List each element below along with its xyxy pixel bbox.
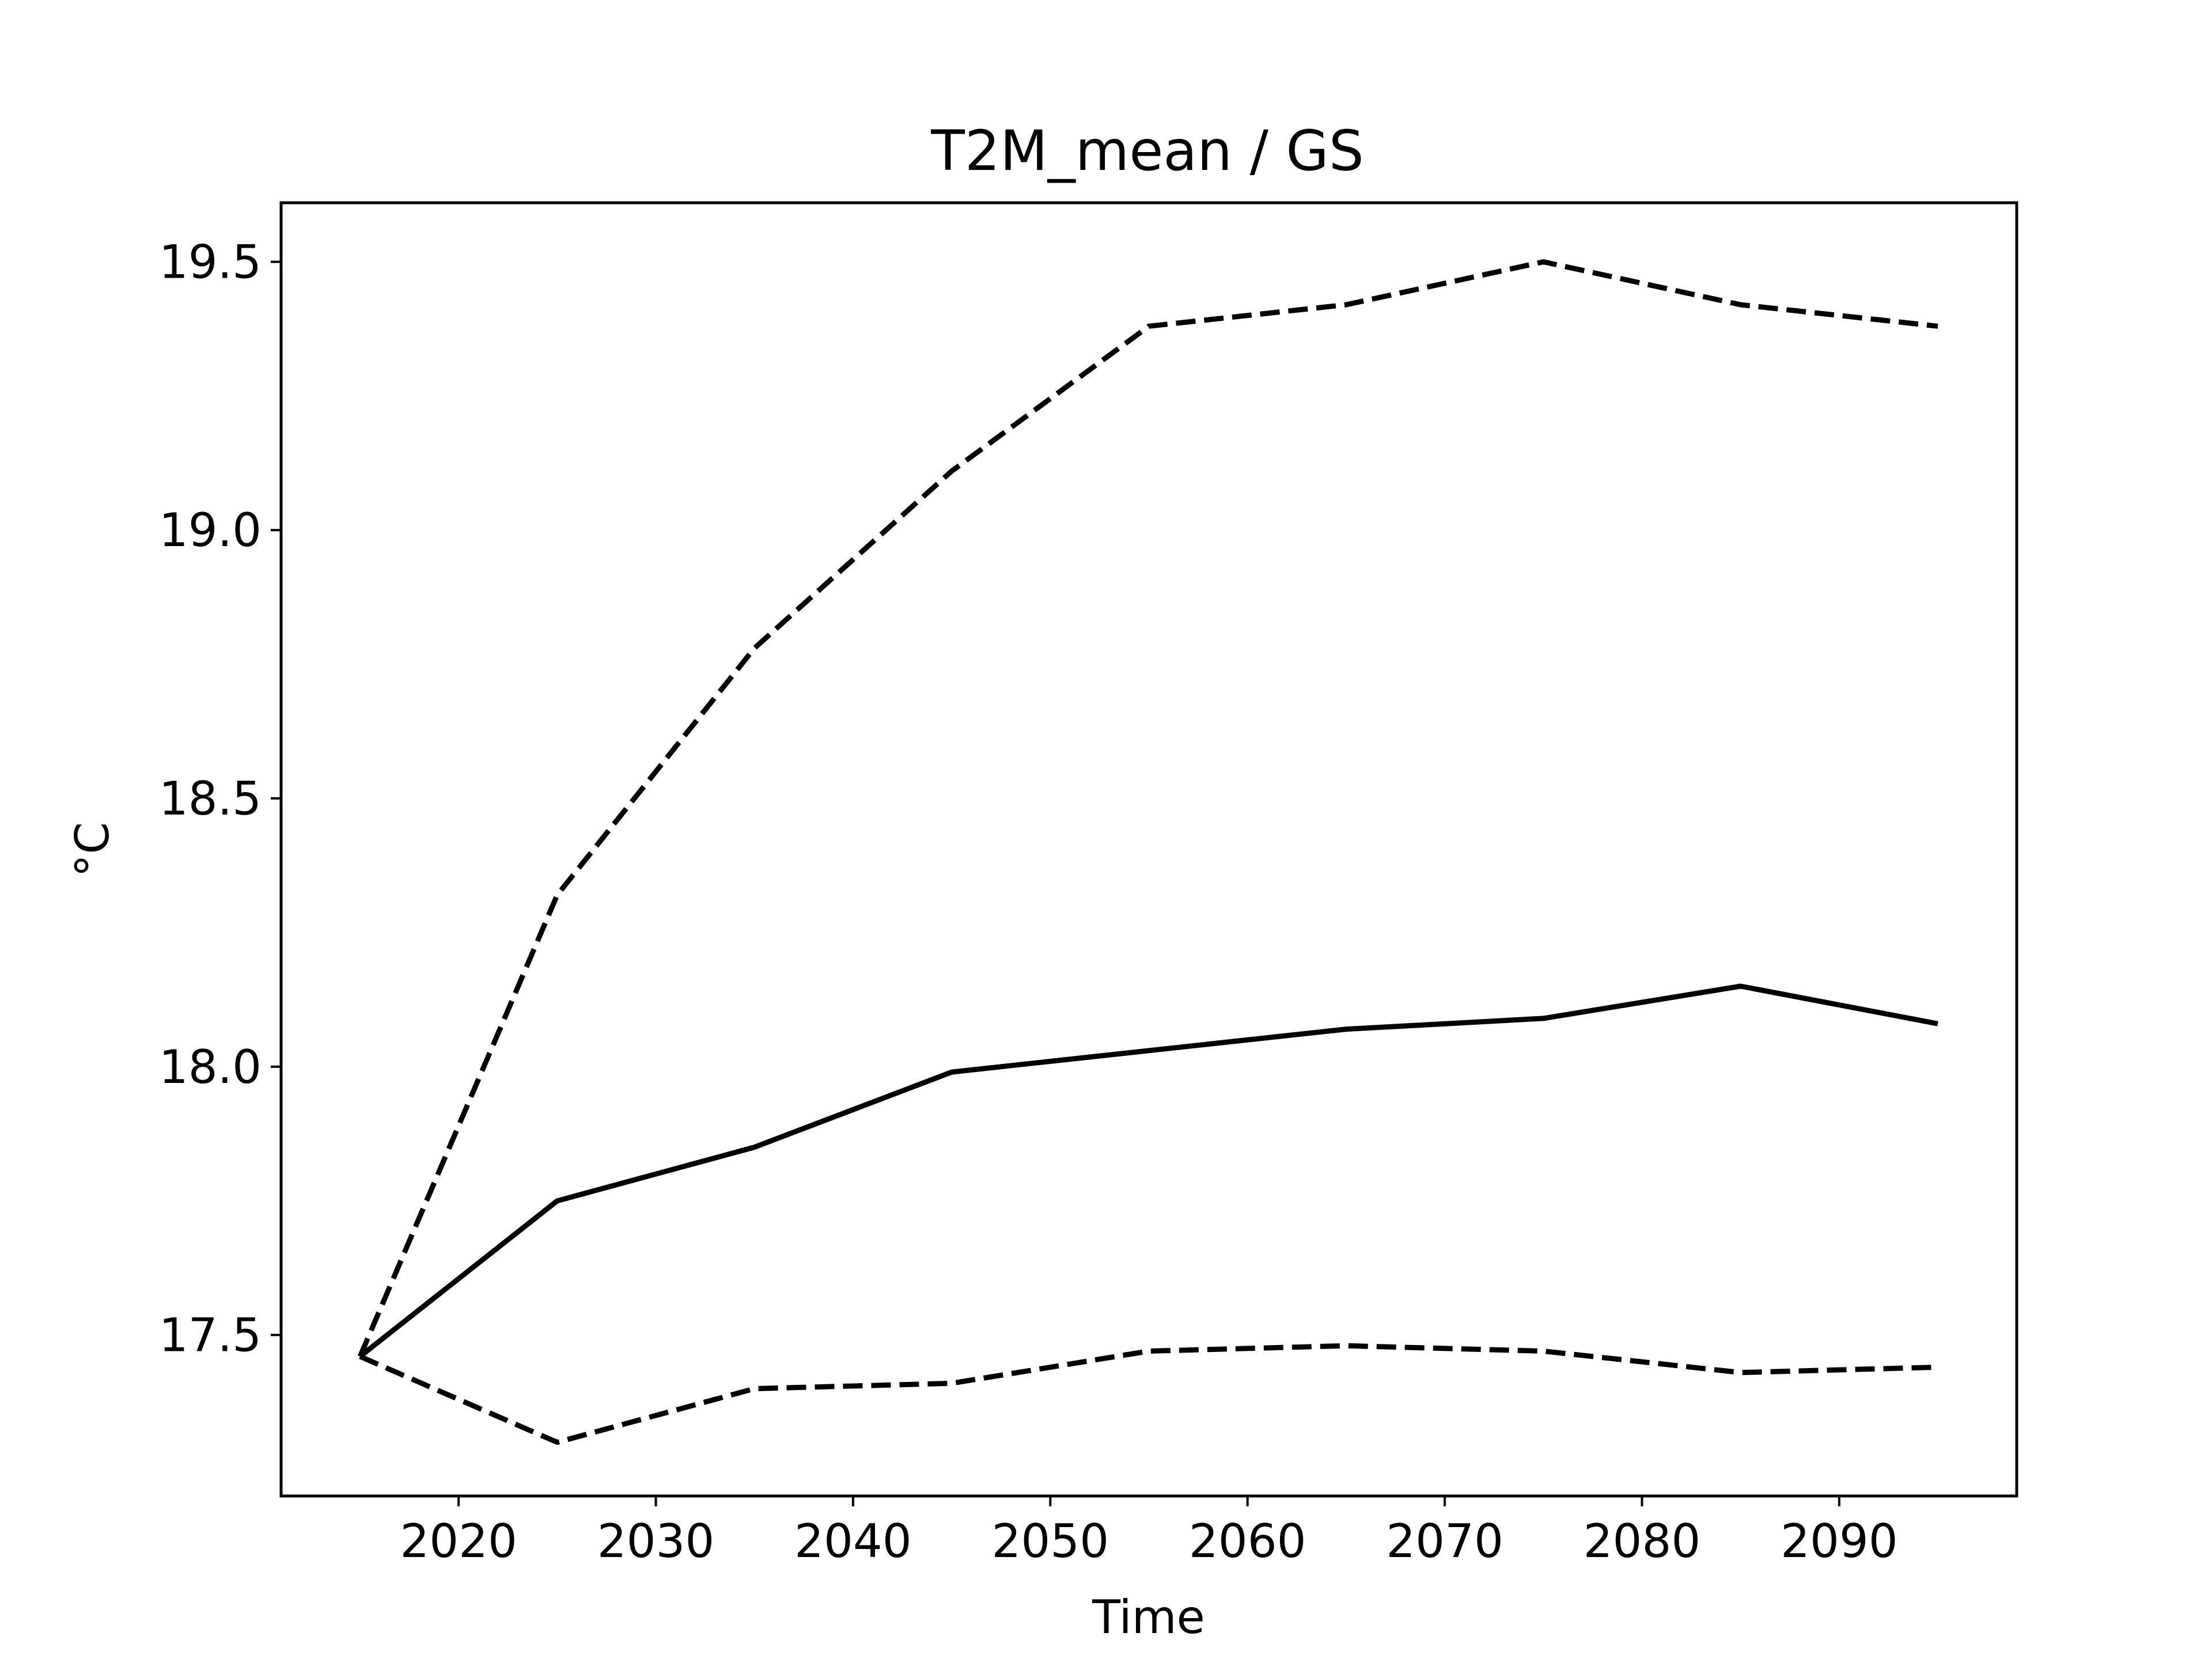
x-tick-label: 2040	[794, 1514, 912, 1568]
y-tick-label: 19.0	[159, 503, 262, 557]
x-tick-label: 2050	[992, 1514, 1109, 1568]
series-line-1	[358, 983, 1938, 1359]
y-tick-label: 18.0	[159, 1040, 262, 1094]
chart-title: T2M_mean / GS	[930, 119, 1364, 183]
plot-frame	[279, 201, 2018, 1498]
x-tick-label: 2020	[400, 1514, 517, 1568]
x-axis: 2020 2030 2040 2050 2060 2070 2080 2090	[400, 1496, 1898, 1568]
x-tick-label: 2070	[1386, 1514, 1503, 1568]
series-line-3	[359, 1343, 1938, 1445]
x-tick-label: 2090	[1781, 1514, 1898, 1568]
x-axis-label: Time	[1092, 1590, 1205, 1644]
series-layer	[357, 259, 1938, 1445]
y-axis: 17.5 18.0 18.5 19.0 19.5	[159, 235, 281, 1362]
series-line-2	[357, 259, 1938, 1358]
y-tick-label: 19.5	[159, 235, 262, 289]
x-tick-label: 2060	[1189, 1514, 1306, 1568]
x-tick-label: 2030	[597, 1514, 715, 1568]
x-tick-label: 2080	[1584, 1514, 1701, 1568]
y-tick-label: 17.5	[159, 1309, 262, 1362]
y-tick-label: 18.5	[159, 772, 262, 825]
y-axis-label: °C	[66, 822, 119, 877]
